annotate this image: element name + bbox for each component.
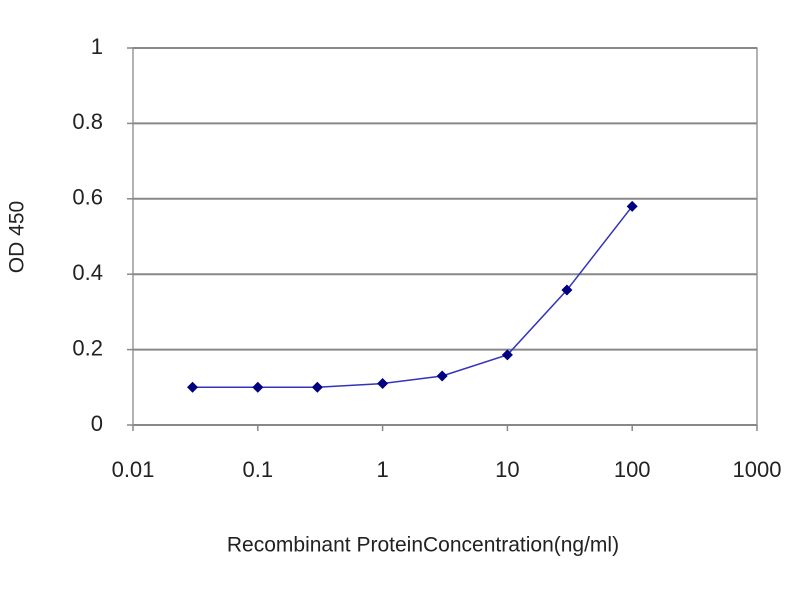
data-line bbox=[192, 205, 633, 389]
x-axis-title: Recombinant ProteinConcentration(ng/ml) bbox=[227, 534, 619, 557]
plot-area bbox=[132, 47, 758, 426]
data-marker bbox=[436, 370, 448, 382]
data-marker bbox=[501, 349, 513, 361]
data-marker bbox=[626, 200, 638, 212]
y-tick-label: 0.6 bbox=[72, 185, 103, 210]
x-tick-label: 10 bbox=[495, 457, 519, 482]
data-marker bbox=[311, 381, 323, 393]
data-marker bbox=[187, 381, 199, 393]
x-tick-label: 1000 bbox=[733, 457, 782, 482]
y-tick-label: 0.8 bbox=[72, 109, 103, 134]
x-tick-label: 100 bbox=[614, 457, 651, 482]
data-marker bbox=[377, 378, 389, 390]
y-tick-label: 0.2 bbox=[72, 335, 103, 360]
x-tick-label: 0.1 bbox=[243, 457, 274, 482]
y-tick-label: 1 bbox=[91, 34, 103, 59]
y-tick-label: 0 bbox=[91, 411, 103, 436]
y-axis-title: OD 450 bbox=[6, 201, 29, 273]
data-marker bbox=[252, 381, 264, 393]
data-marker bbox=[561, 284, 573, 296]
x-tick-label: 0.01 bbox=[112, 457, 155, 482]
y-tick-label: 0.4 bbox=[72, 260, 103, 285]
x-tick-label: 1 bbox=[376, 457, 388, 482]
